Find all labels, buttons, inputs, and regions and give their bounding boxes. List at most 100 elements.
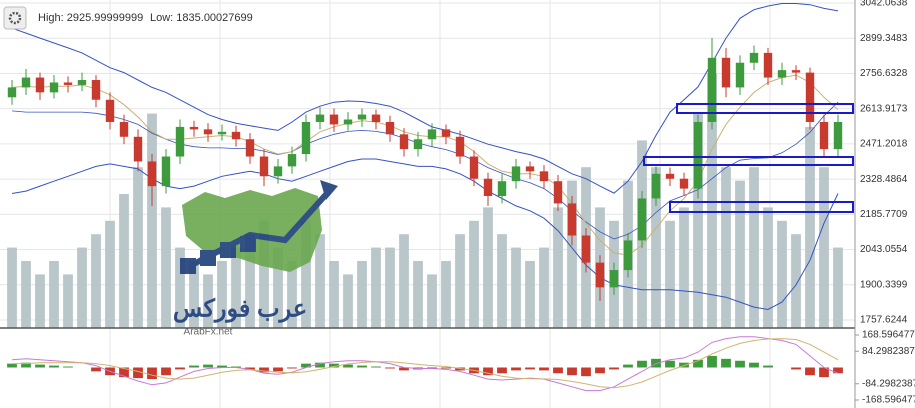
volume-bar — [259, 220, 269, 328]
candle-body — [413, 139, 423, 150]
candle-body — [245, 139, 255, 157]
macd-tick-label: 84.29823877 — [862, 346, 915, 357]
volume-bar — [497, 234, 507, 328]
candle-body — [693, 121, 703, 189]
histogram-bar — [301, 363, 311, 368]
volume-bar — [77, 247, 87, 328]
histogram-bar — [203, 364, 213, 368]
histogram-bar — [21, 362, 31, 368]
volume-bar — [399, 234, 409, 328]
volume-bar — [287, 261, 297, 328]
y-tick-label: 2471.2018 — [860, 139, 908, 150]
histogram-bar — [833, 367, 843, 374]
candle-body — [497, 181, 507, 197]
candle-body — [665, 173, 675, 179]
volume-bar — [413, 261, 423, 328]
candle-body — [63, 82, 73, 85]
histogram-bar — [35, 364, 45, 368]
histogram-bar — [63, 366, 73, 368]
histogram-bar — [511, 367, 521, 371]
volume-bar — [679, 207, 689, 328]
histogram-bar — [581, 367, 591, 377]
histogram-bar — [567, 367, 577, 376]
histogram-bar — [483, 367, 493, 376]
candle-body — [35, 77, 45, 93]
histogram-bar — [819, 367, 829, 378]
volume-bar — [455, 234, 465, 328]
volume-bar — [91, 234, 101, 328]
candle-body — [441, 129, 451, 137]
candle-body — [133, 136, 143, 162]
histogram-bar — [329, 363, 339, 368]
candle-body — [161, 156, 171, 187]
volume-bar — [427, 274, 437, 328]
histogram-bar — [287, 367, 297, 369]
candle-body — [357, 114, 367, 120]
macd-tick-label: -84.2982387 — [862, 378, 915, 389]
volume-bar — [147, 113, 157, 328]
histogram-bar — [609, 367, 619, 370]
y-tick-label: 2899.3483 — [860, 33, 908, 44]
histogram-bar — [147, 367, 157, 380]
histogram-bar — [749, 362, 759, 368]
macd-line — [12, 338, 839, 389]
header: High: 2925.99999999 Low: 1835.00027699 — [3, 6, 253, 30]
candle-body — [469, 156, 479, 179]
candle-body — [791, 70, 801, 73]
volume-bar — [189, 261, 199, 328]
volume-bar — [133, 167, 143, 328]
volume-bar — [35, 274, 45, 328]
candle-body — [371, 114, 381, 122]
candle-body — [259, 156, 269, 177]
histogram-bar — [497, 367, 507, 374]
volume-bar — [231, 247, 241, 328]
y-tick-label: 2756.6328 — [860, 68, 908, 79]
histogram-bar — [371, 366, 381, 368]
band-line — [11, 3, 839, 194]
volume-bar — [175, 247, 185, 328]
candle-body — [399, 134, 409, 150]
watermark-site: ArabFx.net — [184, 327, 233, 338]
candle-body — [525, 166, 535, 172]
volume-bar — [735, 180, 745, 328]
volume-bar — [525, 261, 535, 328]
histogram-bar — [665, 360, 675, 368]
histogram-bar — [539, 367, 549, 371]
volume-bar — [105, 220, 115, 328]
volume-bar — [763, 207, 773, 328]
volume-bar — [245, 234, 255, 328]
volume-bar — [721, 167, 731, 328]
histogram-bar — [343, 364, 353, 368]
candle-body — [119, 121, 129, 137]
volume-bar — [539, 247, 549, 328]
candle-body — [819, 121, 829, 150]
candle-body — [189, 126, 199, 130]
y-tick-label: 2043.0554 — [860, 244, 908, 255]
y-tick-label: 1900.3399 — [860, 279, 908, 290]
histogram-bar — [721, 358, 731, 368]
candle-body — [273, 166, 283, 177]
histogram-bar — [763, 365, 773, 368]
histogram-bar — [805, 367, 815, 376]
histogram-bar — [7, 363, 17, 368]
histogram-bar — [259, 367, 269, 373]
low-info: Low: 1835.00027699 — [150, 12, 253, 24]
candle-body — [427, 129, 437, 140]
histogram-bar — [791, 367, 801, 370]
candle-body — [91, 80, 101, 100]
candle-body — [567, 203, 577, 236]
candle-body — [721, 57, 731, 88]
volume-bar — [441, 261, 451, 328]
macd-tick-label: -168.596477 — [862, 395, 915, 406]
candle-body — [231, 131, 241, 140]
y-tick-label: 2185.7709 — [860, 209, 908, 220]
candle-body — [735, 62, 745, 88]
volume-bar — [343, 274, 353, 328]
histogram-bar — [161, 367, 171, 376]
candle-body — [777, 70, 787, 78]
volume-bar — [203, 274, 213, 328]
candle-body — [511, 166, 521, 182]
candle-body — [553, 181, 563, 204]
candle-body — [609, 270, 619, 288]
